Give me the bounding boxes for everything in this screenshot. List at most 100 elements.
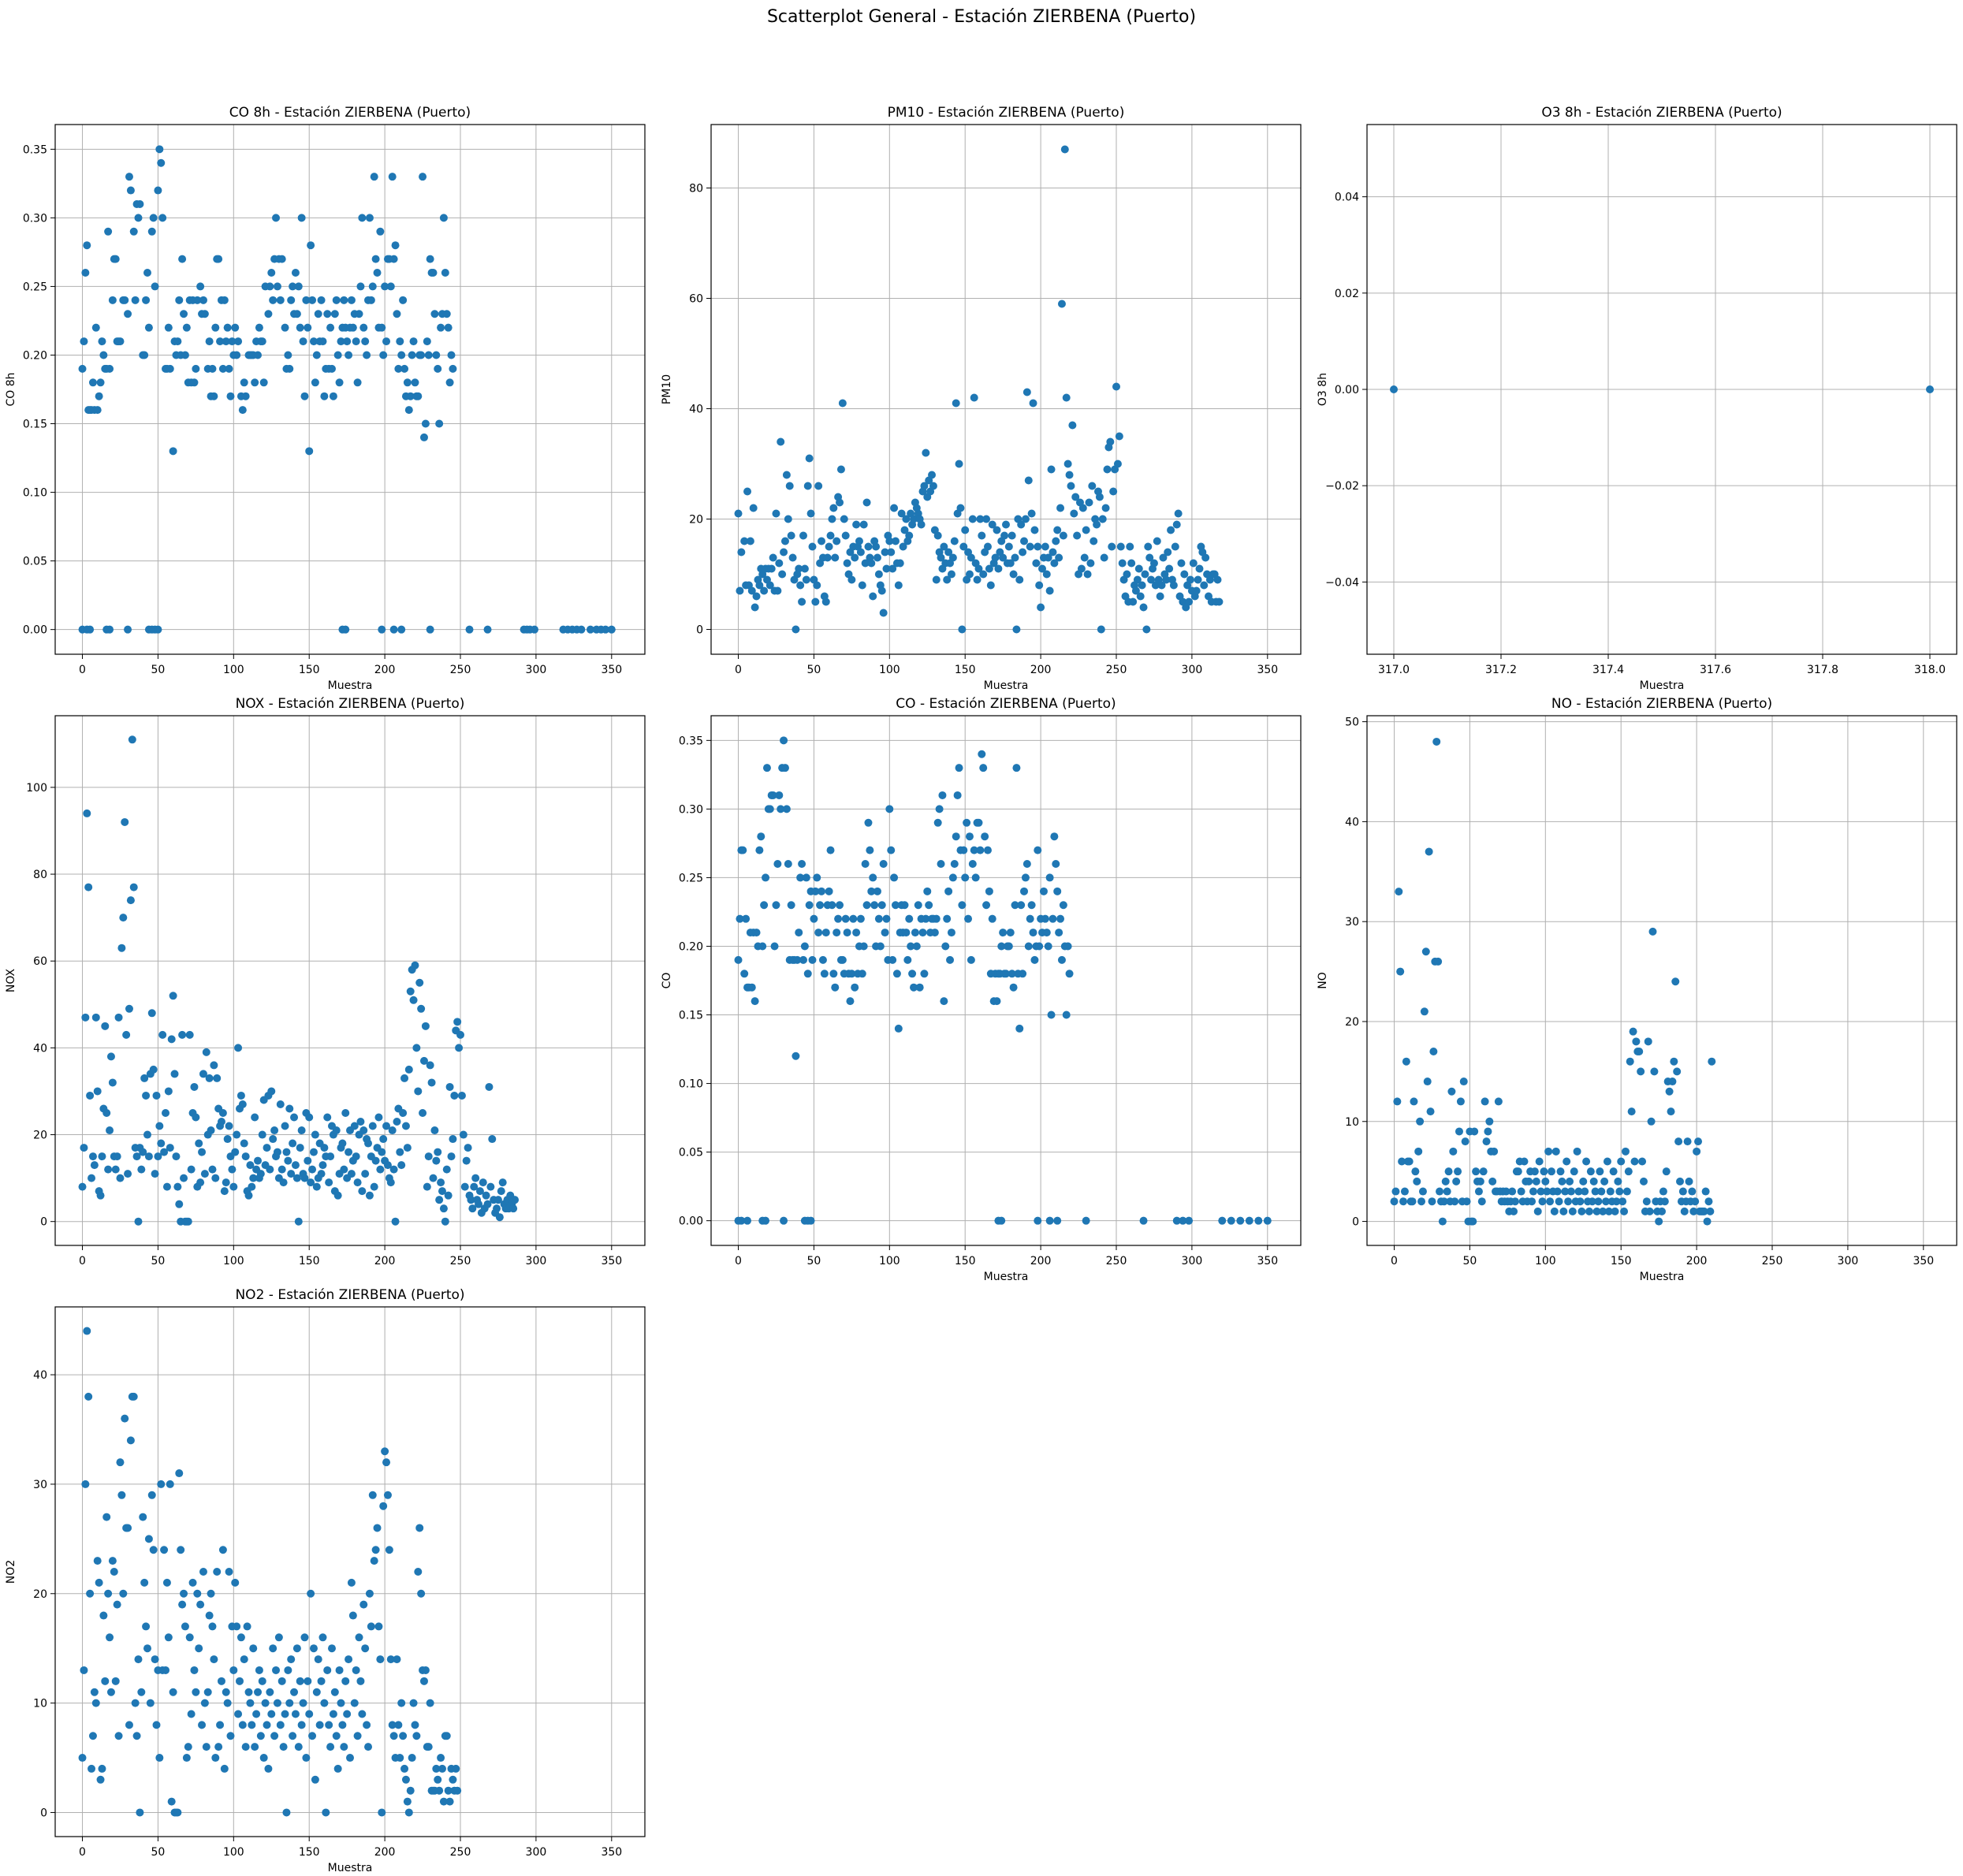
data-point	[1020, 537, 1029, 545]
x-tick-label: 0	[79, 1846, 86, 1859]
data-point	[435, 1196, 444, 1204]
data-point	[1062, 1011, 1071, 1019]
data-point	[852, 929, 861, 937]
x-tick-label: 150	[299, 1846, 320, 1859]
x-tick-label: 317.8	[1807, 664, 1838, 676]
data-point	[1421, 947, 1430, 956]
data-point	[1393, 1097, 1402, 1106]
data-point	[943, 914, 952, 923]
data-point	[1045, 586, 1054, 595]
data-point	[918, 929, 927, 937]
data-point	[1461, 1137, 1469, 1146]
data-point	[1638, 1157, 1647, 1166]
data-point	[326, 1743, 335, 1751]
data-point	[341, 1109, 350, 1117]
data-point	[124, 1524, 132, 1532]
data-point	[343, 1710, 352, 1718]
data-point	[1612, 1197, 1621, 1206]
data-point	[114, 1013, 123, 1022]
data-point	[816, 901, 825, 910]
data-point	[1139, 1216, 1148, 1225]
data-point	[382, 1122, 391, 1130]
data-point	[91, 1013, 100, 1022]
y-tick-label: 0.10	[23, 487, 47, 500]
data-point	[207, 1589, 215, 1598]
data-point	[1585, 1207, 1593, 1215]
data-point	[917, 520, 926, 529]
data-point	[391, 241, 400, 250]
data-point	[994, 564, 1003, 573]
data-point	[955, 460, 963, 468]
data-point	[157, 1480, 166, 1488]
data-point	[449, 1775, 457, 1784]
data-point	[173, 1808, 182, 1817]
data-point	[267, 1710, 276, 1718]
data-point	[320, 392, 329, 400]
data-point	[190, 378, 199, 387]
data-point	[1047, 1011, 1056, 1019]
data-point	[1050, 832, 1059, 841]
data-point	[192, 1113, 200, 1122]
data-point	[304, 1156, 312, 1165]
data-point	[195, 1644, 203, 1653]
data-point	[873, 887, 881, 895]
data-point	[1617, 1157, 1626, 1166]
data-point	[456, 1030, 465, 1039]
data-point	[1029, 399, 1037, 408]
data-point	[258, 1677, 266, 1685]
data-point	[249, 1644, 258, 1653]
data-point	[1629, 1027, 1637, 1036]
data-point	[818, 955, 827, 964]
data-point	[222, 337, 230, 346]
data-points	[78, 145, 616, 634]
data-point	[1414, 1147, 1423, 1156]
plot-area	[55, 1307, 645, 1837]
data-point	[389, 1732, 398, 1740]
data-point	[208, 1165, 217, 1174]
data-point	[1570, 1167, 1578, 1176]
data-point	[261, 1699, 270, 1707]
y-tick-label: 40	[689, 404, 703, 416]
data-point	[332, 296, 341, 304]
data-point	[978, 750, 986, 758]
data-point	[1609, 1167, 1618, 1176]
data-point	[278, 1165, 286, 1174]
data-point	[217, 1118, 225, 1126]
data-point	[1044, 553, 1052, 562]
data-point	[332, 1126, 341, 1135]
data-point	[784, 515, 792, 523]
data-point	[424, 1743, 433, 1751]
y-tick-label: 0.25	[679, 872, 703, 884]
data-point	[881, 548, 889, 556]
panel-title: O3 8h - Estación ZIERBENA (Puerto)	[1541, 105, 1782, 121]
data-point	[1689, 1207, 1698, 1215]
x-tick-label: 300	[526, 664, 547, 676]
data-point	[864, 818, 873, 827]
data-point	[305, 447, 314, 456]
data-point	[1194, 575, 1202, 584]
plot-area	[711, 716, 1301, 1245]
data-point	[1618, 1197, 1627, 1206]
data-point	[225, 364, 233, 373]
data-point	[233, 1130, 241, 1139]
figure-suptitle: Scatterplot General - Estación ZIERBENA …	[767, 7, 1196, 27]
data-point	[137, 1688, 146, 1696]
data-point	[93, 1087, 102, 1096]
data-point	[1000, 531, 1009, 540]
data-point	[124, 310, 132, 318]
data-point	[238, 1100, 247, 1108]
data-point	[184, 1217, 192, 1226]
data-point	[937, 553, 945, 562]
data-point	[947, 570, 955, 579]
data-point	[530, 625, 538, 634]
data-point	[1113, 460, 1122, 468]
data-point	[1034, 542, 1042, 551]
x-tick-label: 150	[299, 664, 320, 676]
data-point	[826, 531, 835, 540]
data-point	[309, 1148, 318, 1156]
data-point	[932, 914, 941, 923]
data-point	[124, 625, 132, 634]
data-point	[210, 392, 218, 400]
data-point	[1553, 1187, 1562, 1196]
data-point	[223, 1135, 232, 1144]
